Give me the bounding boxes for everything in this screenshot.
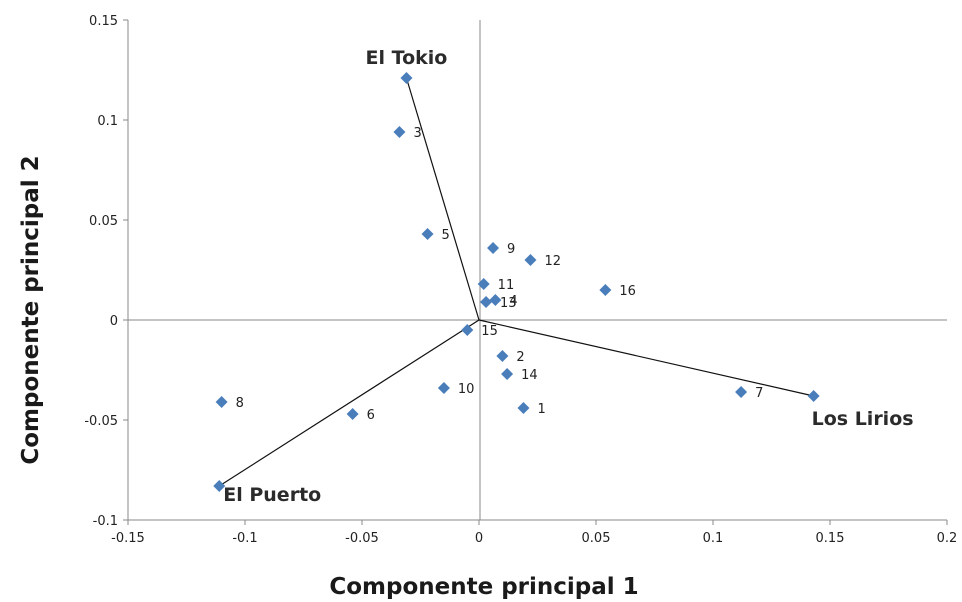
data-point: [489, 294, 502, 306]
point-label: 1: [537, 402, 545, 417]
y-tick-label: -0.1: [93, 514, 118, 529]
point-label: 3: [413, 126, 421, 141]
vector-line: [218, 319, 480, 487]
point-label: 2: [516, 350, 524, 365]
vector-line: [405, 77, 480, 321]
point-label: 10: [458, 382, 475, 397]
data-point: [215, 396, 228, 408]
data-point: [487, 242, 500, 254]
data-point: [599, 284, 612, 296]
data-point: [421, 228, 434, 240]
point-label: 16: [619, 284, 636, 299]
data-point: [393, 126, 406, 138]
vector-marker: [213, 480, 226, 492]
point-label: 5: [442, 228, 450, 243]
vector-line: [478, 319, 814, 397]
y-tick-label: 0: [110, 314, 118, 329]
y-tick-label: 0.15: [89, 14, 118, 29]
data-point: [735, 386, 748, 398]
y-axis-title: Componente principal 2: [18, 155, 44, 464]
x-tick-label: 0.1: [703, 531, 724, 546]
point-label: 14: [521, 368, 538, 383]
x-axis-title: Componente principal 1: [329, 574, 638, 600]
data-point: [501, 368, 514, 380]
x-tick-label: 0: [475, 531, 483, 546]
y-tick-label: 0.1: [97, 114, 118, 129]
data-point: [477, 278, 490, 290]
x-tick-label: 0.05: [582, 531, 611, 546]
vector-label: El Puerto: [223, 484, 321, 506]
point-label: 6: [367, 408, 375, 423]
x-tick-label: 0.2: [937, 531, 958, 546]
x-tick-label: -0.15: [111, 531, 145, 546]
x-tick-group: -0.15 -0.1 -0.05 0 0.05 0.1 0.15 0.2: [111, 520, 957, 546]
data-point: [461, 324, 474, 336]
data-point: [496, 350, 509, 362]
point-label: 15: [481, 324, 498, 339]
data-point: [437, 382, 450, 394]
vector-marker: [400, 72, 413, 84]
point-label: 13: [500, 296, 517, 311]
point-label: 8: [236, 396, 244, 411]
data-point: [480, 296, 493, 308]
y-tick-label: 0.05: [89, 214, 118, 229]
vector-label: Los Lirios: [812, 408, 914, 430]
axes-lines: [127, 20, 947, 521]
vector-group: El Tokio Los Lirios El Puerto: [213, 47, 914, 506]
x-tick-label: -0.05: [345, 531, 379, 546]
y-tick-label: -0.05: [84, 414, 118, 429]
point-label: 12: [544, 254, 561, 269]
x-tick-label: 0.15: [816, 531, 845, 546]
point-label: 4: [509, 294, 517, 309]
data-point: [517, 402, 530, 414]
point-label: 7: [755, 386, 763, 401]
data-point: [524, 254, 537, 266]
y-tick-group: -0.1 -0.05 0 0.05 0.1 0.15: [84, 14, 128, 529]
vector-marker: [807, 390, 820, 402]
x-tick-label: -0.1: [232, 531, 257, 546]
data-point: [346, 408, 359, 420]
point-label: 11: [498, 278, 515, 293]
point-label: 9: [507, 242, 515, 257]
vector-label: El Tokio: [366, 47, 448, 69]
